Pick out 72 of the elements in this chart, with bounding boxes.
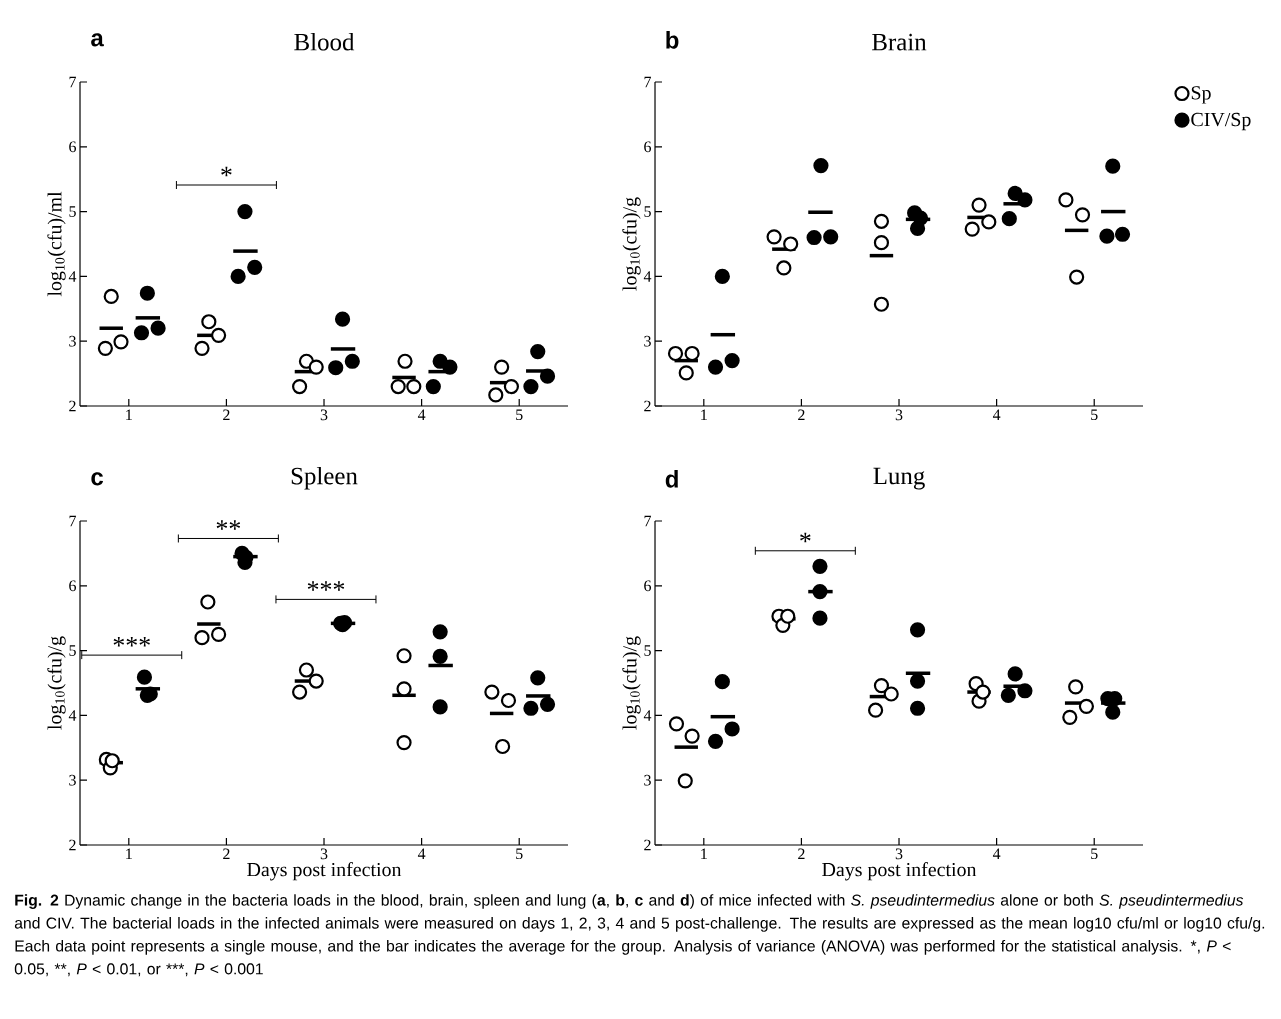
x-tick-label: 5	[516, 848, 523, 860]
y-tick-label: 5	[644, 645, 651, 656]
text: c	[91, 472, 104, 486]
text: a	[91, 33, 104, 47]
x-tick-label: 3	[895, 409, 903, 421]
legend-label: CIV/Sp	[1191, 112, 1251, 131]
y-tick-label: 6	[69, 141, 77, 153]
x-tick-label: 3	[320, 848, 328, 860]
y-tick-label: 7	[69, 76, 77, 88]
x-tick-label: 4	[992, 409, 1001, 420]
y-tick-label: 3	[69, 335, 76, 347]
x-tick-label: 2	[223, 409, 230, 421]
chart-title: Spleen	[291, 466, 358, 490]
y-tick-label: 7	[644, 76, 652, 88]
y-tick-label: 2	[69, 839, 76, 851]
x-tick-label: 3	[895, 848, 903, 860]
y-axis-title: log$_{10}$(cfu)/g	[622, 636, 641, 730]
y-tick-label: 4	[643, 710, 652, 721]
x-tick-label: 2	[223, 848, 230, 860]
chart-title: Brain	[872, 33, 927, 51]
y-tick-label: 5	[644, 206, 651, 217]
y-tick-label: 3	[644, 335, 651, 347]
x-axis-title: Days post infection	[247, 862, 402, 881]
y-tick-label: 4	[68, 710, 77, 721]
y-tick-label: 5	[69, 645, 76, 656]
text: P < 0.001	[194, 963, 263, 975]
annotation: ***	[307, 581, 345, 591]
chart-title: Lung	[873, 467, 925, 490]
x-tick-label: 4	[417, 848, 426, 859]
text: Each data point represents a single mouse, and the bar indicates the average for the group. Analysis of variance (ANOVA) was performed for the statistical analysis. *,	[15, 940, 1200, 955]
annotation: *	[800, 532, 811, 543]
y-tick-label: 6	[69, 580, 77, 592]
x-tick-label: 1	[701, 848, 707, 860]
text: and CIV. The bacterial loads in the infected animals were measured on days 1, 2, 3, 4 and 5 post-challenge. The results are expressed as the mean log10 cfu/ml or log10 cfu/g.	[14, 917, 1265, 932]
x-tick-label: 1	[701, 409, 707, 421]
x-axis-title: Days post infection	[822, 862, 977, 881]
text: P < 0.01, or ***,	[76, 963, 188, 977]
y-tick-label: 3	[644, 774, 651, 786]
y-tick-label: 7	[644, 515, 652, 527]
x-tick-label: 1	[126, 409, 132, 421]
y-axis-title: log$_{10}$(cfu)/g	[47, 636, 66, 730]
y-tick-label: 7	[69, 515, 77, 527]
y-tick-label: 5	[69, 206, 76, 217]
x-tick-label: 5	[516, 409, 523, 421]
y-tick-label: 3	[69, 774, 76, 786]
legend-label: Sp	[1191, 86, 1211, 104]
y-tick-label: 2	[69, 400, 76, 412]
x-tick-label: 4	[992, 848, 1001, 859]
y-tick-label: 4	[68, 271, 77, 282]
x-tick-label: 5	[1091, 409, 1098, 421]
y-tick-label: 6	[644, 580, 652, 592]
y-tick-label: 2	[644, 839, 651, 851]
chart-title: Blood	[294, 32, 355, 51]
y-tick-label: 4	[643, 271, 652, 282]
text: P <	[1206, 940, 1231, 952]
y-axis-title: log$_{10}$(cfu)/g	[622, 197, 641, 291]
x-tick-label: 4	[417, 409, 426, 420]
y-tick-label: 6	[644, 141, 652, 153]
y-tick-label: 2	[644, 400, 651, 412]
y-axis-title: log$_{10}$(cfu)/ml	[47, 191, 66, 297]
text: b	[666, 31, 679, 49]
x-tick-label: 2	[798, 409, 805, 421]
annotation: *	[221, 166, 232, 177]
text: 0.05, **,	[14, 963, 70, 977]
text: Fig. 2 Dynamic change in the bacteria loads in the blood, brain, spleen and lung (a, b, c and d) of mice infected with S. pseudintermedius alone or both S. pseudintermedius	[15, 894, 1244, 909]
annotation: **	[216, 520, 241, 530]
x-tick-label: 2	[798, 848, 805, 860]
text: d	[665, 470, 678, 488]
x-tick-label: 3	[320, 409, 328, 421]
x-tick-label: 5	[1091, 848, 1098, 860]
annotation: ***	[113, 636, 150, 647]
x-tick-label: 1	[126, 848, 132, 860]
